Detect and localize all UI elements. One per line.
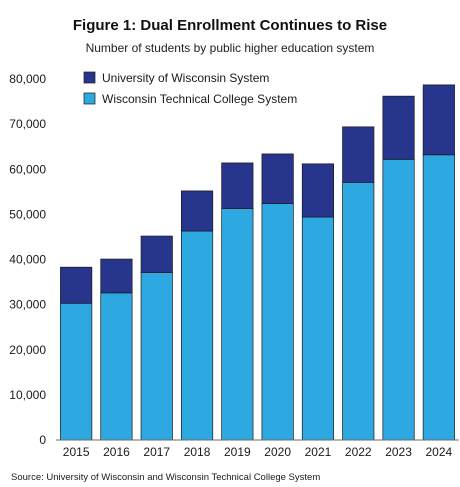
y-tick-label: 0 xyxy=(39,433,46,447)
x-axis: 2015 2016 2017 2018 2019 2020 2021 2022 2023 2024 xyxy=(63,445,453,459)
x-tick-label: 2023 xyxy=(385,445,412,459)
x-tick-label: 2017 xyxy=(143,445,170,459)
bar-segment-technical-college xyxy=(140,272,173,441)
y-tick-label: 70,000 xyxy=(9,117,46,131)
y-tick-label: 80,000 xyxy=(9,72,46,86)
chart-title: Figure 1: Dual Enrollment Continues to R… xyxy=(72,17,388,34)
bar-segment-university xyxy=(261,153,294,204)
bar-segment-technical-college xyxy=(422,154,455,441)
bar-segment-university xyxy=(221,162,254,209)
x-tick-label: 2024 xyxy=(425,445,452,459)
x-tick-label: 2018 xyxy=(184,445,211,459)
bar-segment-technical-college xyxy=(180,230,214,441)
bar-segment-university xyxy=(382,95,415,160)
y-tick-label: 10,000 xyxy=(9,388,46,402)
x-tick-label: 2016 xyxy=(103,445,130,459)
bar-segment-university xyxy=(301,163,335,218)
bars xyxy=(60,84,455,441)
y-tick-label: 30,000 xyxy=(9,298,46,312)
legend-label: Wisconsin Technical College System xyxy=(102,92,297,106)
chart-subtitle: Number of students by public higher educ… xyxy=(85,41,375,55)
y-axis: 0 10,000 20,000 30,000 40,000 50,000 60,000 70,… xyxy=(9,72,46,447)
bar-segment-university xyxy=(180,190,214,232)
legend-swatch xyxy=(83,92,96,105)
bar-segment-university xyxy=(422,84,455,156)
source-note: Source: University of Wisconsin and Wisc… xyxy=(11,472,321,483)
x-tick-label: 2020 xyxy=(264,445,291,459)
bar-segment-technical-college xyxy=(342,181,375,441)
bar-segment-technical-college xyxy=(60,302,93,441)
legend: University of Wisconsin System Wisconsin … xyxy=(83,71,297,106)
x-tick-label: 2021 xyxy=(305,445,332,459)
bar-segment-university xyxy=(342,126,375,183)
bar-segment-technical-college xyxy=(382,158,415,441)
x-tick-label: 2019 xyxy=(224,445,251,459)
bar-segment-technical-college xyxy=(261,203,294,441)
legend-label: University of Wisconsin System xyxy=(102,71,269,85)
bar-segment-university xyxy=(60,266,93,304)
y-tick-label: 40,000 xyxy=(9,253,46,267)
bar-segment-university xyxy=(140,235,173,273)
bar-segment-technical-college xyxy=(301,216,335,441)
x-tick-label: 2015 xyxy=(63,445,90,459)
y-tick-label: 20,000 xyxy=(9,343,46,357)
bar-segment-technical-college xyxy=(221,208,254,441)
x-tick-label: 2022 xyxy=(345,445,372,459)
y-tick-label: 60,000 xyxy=(9,162,46,176)
y-tick-label: 50,000 xyxy=(9,207,46,221)
bar-segment-university xyxy=(100,258,133,294)
bar-segment-technical-college xyxy=(100,292,133,441)
legend-swatch xyxy=(83,71,96,84)
